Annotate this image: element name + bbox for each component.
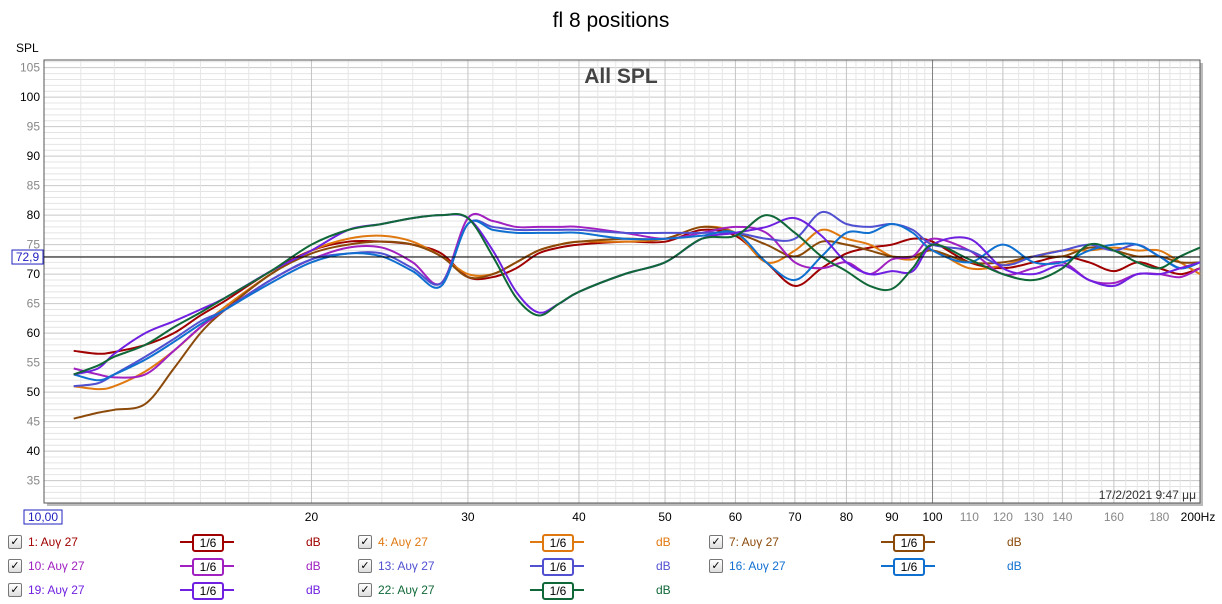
series-unit: dB — [656, 535, 671, 549]
series-unit: dB — [306, 535, 321, 549]
series-unit: dB — [656, 559, 671, 573]
x-tick-label: 100 — [923, 510, 943, 524]
x-tick-label: 80 — [840, 510, 854, 524]
smoothing-label: 1/6 — [542, 582, 574, 600]
x-tick-label: 200Hz — [1181, 510, 1216, 524]
plot-border — [43, 59, 1201, 504]
x-tick-label: 60 — [729, 510, 743, 524]
x-tick-label: 90 — [885, 510, 899, 524]
y-tick-label: 75 — [27, 238, 41, 252]
x-tick-label: 110 — [960, 510, 979, 524]
series-unit: dB — [656, 583, 671, 597]
y-tick-label: 70 — [27, 267, 41, 281]
x-tick-label: 120 — [993, 510, 1013, 524]
series-label[interactable]: 19: Αυγ 27 — [28, 583, 85, 597]
series-unit: dB — [1007, 559, 1022, 573]
series-label[interactable]: 16: Αυγ 27 — [729, 559, 786, 573]
smoothing-label: 1/6 — [192, 534, 224, 552]
x-tick-label: 40 — [572, 510, 586, 524]
legend-item: ✓ 16: Αυγ 27 1/6 dB — [709, 557, 1049, 577]
smoothing-button[interactable]: 1/6 — [881, 557, 935, 576]
legend-item: ✓ 22: Αυγ 27 1/6 dB — [358, 581, 698, 601]
x-tick-label: 30 — [461, 510, 475, 524]
y-tick-label: 85 — [27, 179, 41, 193]
smoothing-label: 1/6 — [542, 534, 574, 552]
x-tick-label: 20 — [305, 510, 319, 524]
chart-subtitle: All SPL — [584, 65, 658, 88]
series-visible-checkbox[interactable]: ✓ — [358, 583, 372, 597]
smoothing-button[interactable]: 1/6 — [530, 533, 584, 552]
x-tick-label: 50 — [658, 510, 672, 524]
smoothing-button[interactable]: 1/6 — [180, 533, 234, 552]
y-tick-label: 45 — [27, 415, 41, 429]
graph-title: fl 8 positions — [552, 9, 670, 32]
smoothing-button[interactable]: 1/6 — [530, 557, 584, 576]
y-tick-label: 40 — [27, 444, 41, 458]
series-unit: dB — [1007, 535, 1022, 549]
legend-item: ✓ 19: Αυγ 27 1/6 dB — [8, 581, 348, 601]
x-tick-label: 160 — [1104, 510, 1124, 524]
series-label[interactable]: 1: Αυγ 27 — [28, 535, 78, 549]
spl-chart[interactable]: SPL 105 100 95 90 85 80 75 70 65 60 55 50 45 40 35 20 30 4… — [0, 0, 1222, 530]
smoothing-button[interactable]: 1/6 — [530, 581, 584, 600]
legend-item: ✓ 10: Αυγ 27 1/6 dB — [8, 557, 348, 577]
series-label[interactable]: 7: Αυγ 27 — [729, 535, 779, 549]
x-tick-label: 180 — [1149, 510, 1169, 524]
legend-item: ✓ 1: Αυγ 27 1/6 dB — [8, 533, 348, 553]
timestamp: 17/2/2021 9:47 μμ — [1099, 488, 1196, 502]
series-visible-checkbox[interactable]: ✓ — [709, 559, 723, 573]
smoothing-label: 1/6 — [542, 558, 574, 576]
y-tick-label: 35 — [27, 474, 41, 488]
series-label[interactable]: 10: Αυγ 27 — [28, 559, 85, 573]
series-visible-checkbox[interactable]: ✓ — [358, 559, 372, 573]
series-visible-checkbox[interactable]: ✓ — [709, 535, 723, 549]
x-tick-label: 140 — [1052, 510, 1072, 524]
series-unit: dB — [306, 583, 321, 597]
y-tick-label: 60 — [27, 326, 41, 340]
y-tick-label: 65 — [27, 297, 41, 311]
smoothing-label: 1/6 — [893, 558, 925, 576]
series-unit: dB — [306, 559, 321, 573]
smoothing-label: 1/6 — [192, 582, 224, 600]
legend-item: ✓ 4: Αυγ 27 1/6 dB — [358, 533, 698, 553]
y-tick-label: 100 — [20, 90, 40, 104]
plot-area — [44, 60, 1200, 503]
smoothing-button[interactable]: 1/6 — [881, 533, 935, 552]
series-line-8 — [73, 213, 1201, 376]
y-tick-label: 50 — [27, 385, 41, 399]
series-label[interactable]: 4: Αυγ 27 — [378, 535, 428, 549]
series-visible-checkbox[interactable]: ✓ — [358, 535, 372, 549]
x-tick-label: 130 — [1024, 510, 1044, 524]
series-line-5 — [73, 210, 1201, 388]
reference-label-box — [11, 249, 44, 265]
smoothing-label: 1/6 — [192, 558, 224, 576]
y-tick-label: 95 — [27, 120, 41, 134]
y-tick-label: 80 — [27, 208, 41, 222]
x-start-box — [23, 509, 63, 525]
y-tick-label: 105 — [20, 61, 40, 75]
smoothing-label: 1/6 — [893, 534, 925, 552]
y-tick-label: 55 — [27, 356, 41, 370]
series-visible-checkbox[interactable]: ✓ — [8, 535, 22, 549]
y-tick-label: 90 — [27, 149, 41, 163]
series-line-6 — [73, 219, 1201, 382]
smoothing-button[interactable]: 1/6 — [180, 557, 234, 576]
series-label[interactable]: 13: Αυγ 27 — [378, 559, 435, 573]
x-tick-label: 70 — [788, 510, 802, 524]
smoothing-button[interactable]: 1/6 — [180, 581, 234, 600]
reference-label: 72,9 — [16, 250, 40, 264]
legend-item: ✓ 13: Αυγ 27 1/6 dB — [358, 557, 698, 577]
series-visible-checkbox[interactable]: ✓ — [8, 583, 22, 597]
y-axis-label: SPL — [16, 41, 39, 55]
series-visible-checkbox[interactable]: ✓ — [8, 559, 22, 573]
series-label[interactable]: 22: Αυγ 27 — [378, 583, 435, 597]
legend-item: ✓ 7: Αυγ 27 1/6 dB — [709, 533, 1049, 553]
x-start-label: 10,00 — [28, 510, 58, 524]
